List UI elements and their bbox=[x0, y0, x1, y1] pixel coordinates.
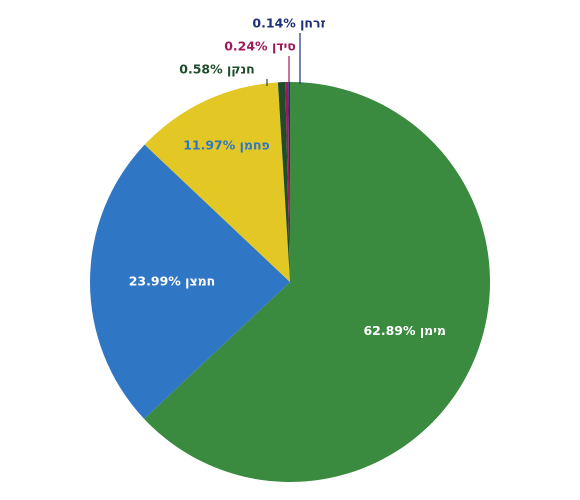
pie-slice bbox=[144, 82, 490, 482]
pie-slice bbox=[285, 82, 290, 282]
pie-slice bbox=[288, 82, 290, 282]
pie-slice bbox=[277, 82, 290, 282]
slice-label: 11.97% פחמן bbox=[183, 138, 270, 153]
slice-label: 23.99% חמצן bbox=[129, 273, 216, 288]
pie-slice bbox=[89, 144, 291, 419]
slice-label: 0.58% חנקן bbox=[179, 62, 254, 77]
pie-slice bbox=[144, 82, 290, 282]
slice-label: 0.14% זרחן bbox=[252, 16, 325, 31]
slice-label: 0.24% סידן bbox=[224, 39, 296, 54]
slice-label: 62.89% מימן bbox=[363, 323, 445, 338]
